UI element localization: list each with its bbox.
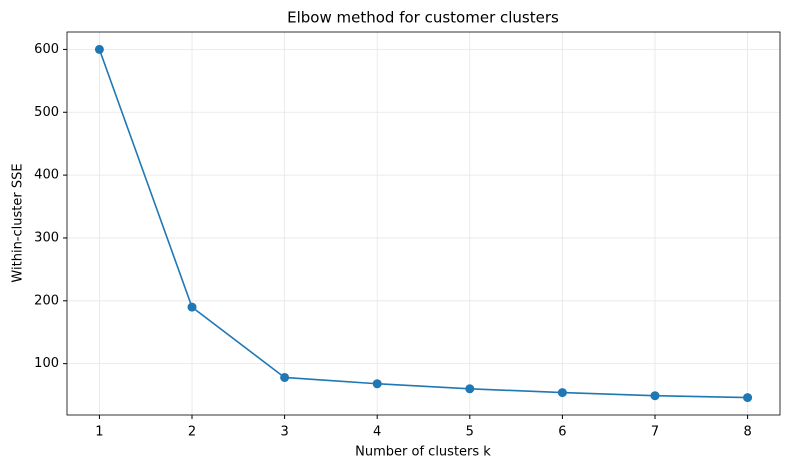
y-tick-label: 200 [34, 293, 59, 308]
x-tick-label: 5 [466, 425, 474, 440]
series-line [98, 49, 748, 399]
point [465, 384, 475, 394]
y-tick-label: 100 [34, 356, 59, 371]
y-tick-label: 500 [34, 105, 59, 120]
plot-frame [66, 31, 781, 416]
point [557, 388, 567, 398]
point [280, 372, 290, 382]
point [94, 44, 104, 54]
x-tick-label: 7 [651, 425, 659, 440]
y-tick-label: 600 [34, 42, 59, 57]
x-axis-label: Number of clusters k [355, 445, 491, 460]
point [187, 302, 197, 312]
x-tick-label: 3 [280, 425, 288, 440]
x-tick-label: 2 [188, 425, 196, 440]
point [743, 393, 753, 403]
y-tick-label: 400 [34, 168, 59, 183]
x-tick-label: 4 [373, 425, 381, 440]
point [372, 379, 382, 389]
y-axis-label: Within-cluster SSE [11, 163, 26, 282]
point [650, 391, 660, 401]
chart-title: Elbow method for customer clusters [287, 9, 559, 27]
x-tick-label: 8 [743, 425, 751, 440]
y-tick-label: 300 [34, 230, 59, 245]
x-tick-label: 1 [95, 425, 103, 440]
x-tick-label: 6 [558, 425, 566, 440]
